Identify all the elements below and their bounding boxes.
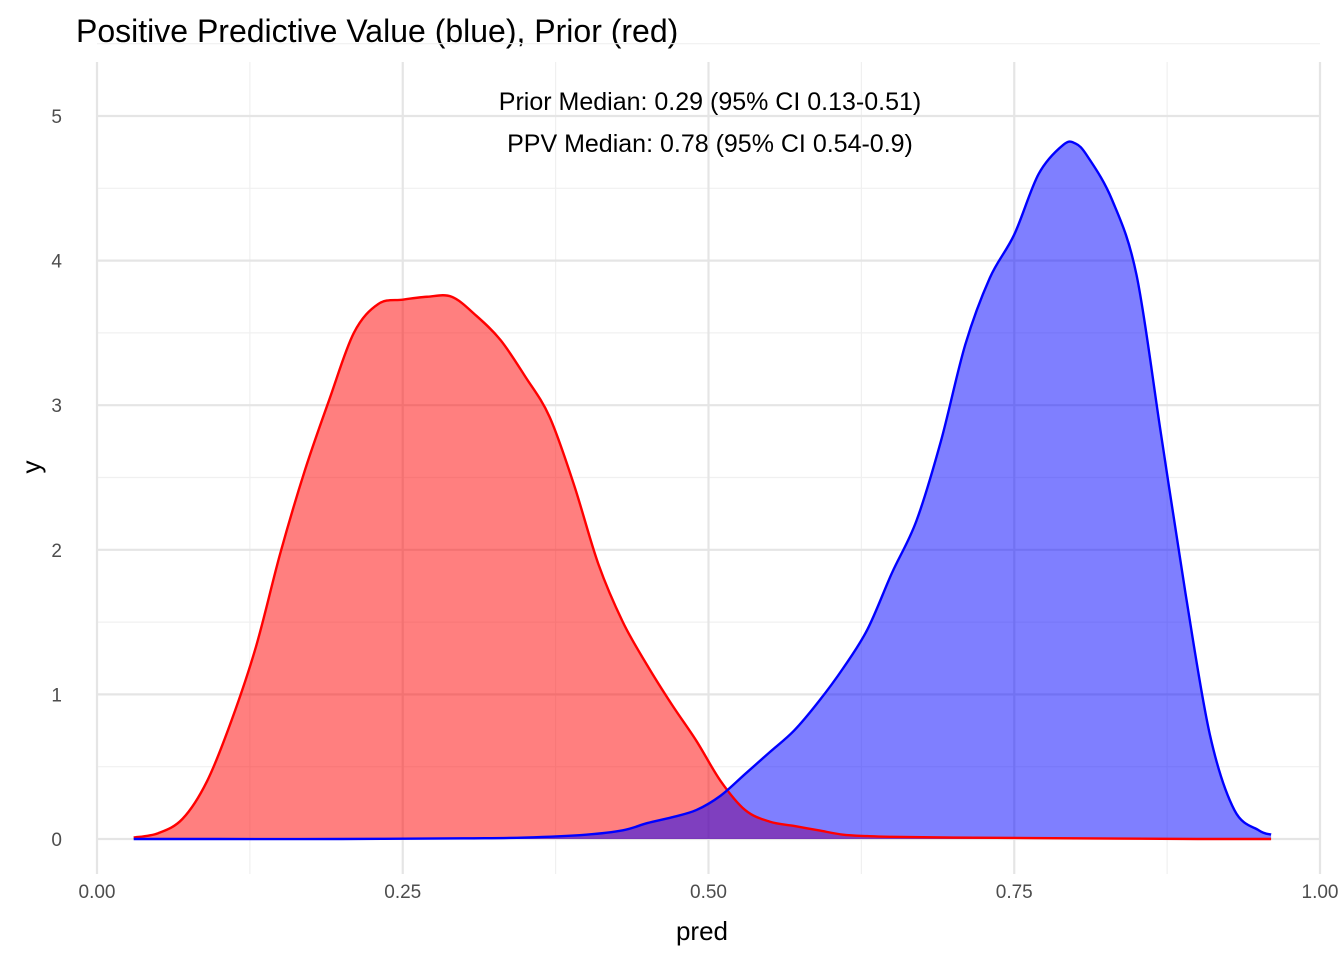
x-tick-label: 1.00 (1302, 882, 1339, 903)
annotation-prior-median: Prior Median: 0.29 (95% CI 0.13-0.51) (499, 88, 921, 116)
series-areas (133, 141, 1272, 840)
series-line-0 (133, 294, 1272, 841)
series-area-1 (133, 141, 1272, 840)
x-tick-label: 0.75 (996, 882, 1033, 903)
series-line-1 (133, 140, 1272, 841)
x-tick-label: 0.50 (690, 882, 727, 903)
series-area-0 (133, 295, 1272, 840)
x-tick-label: 0.00 (79, 882, 116, 903)
x-tick-label: 0.25 (384, 882, 421, 903)
y-axis-title: y (16, 461, 46, 474)
x-tick-labels: 0.00 0.25 0.50 0.75 1.00 (79, 882, 1339, 903)
y-tick-labels: 0 1 2 3 4 5 (51, 107, 62, 851)
annotation-ppv-median: PPV Median: 0.78 (95% CI 0.54-0.9) (507, 130, 913, 158)
y-tick-label: 1 (51, 685, 62, 706)
y-tick-label: 3 (51, 396, 62, 417)
series-lines (133, 140, 1272, 841)
x-axis-title: pred (676, 916, 728, 946)
y-tick-label: 5 (51, 107, 62, 128)
y-tick-label: 4 (51, 252, 62, 273)
y-tick-label: 2 (51, 541, 62, 562)
chart-title: Positive Predictive Value (blue), Prior … (76, 13, 678, 49)
y-tick-label: 0 (51, 830, 62, 851)
